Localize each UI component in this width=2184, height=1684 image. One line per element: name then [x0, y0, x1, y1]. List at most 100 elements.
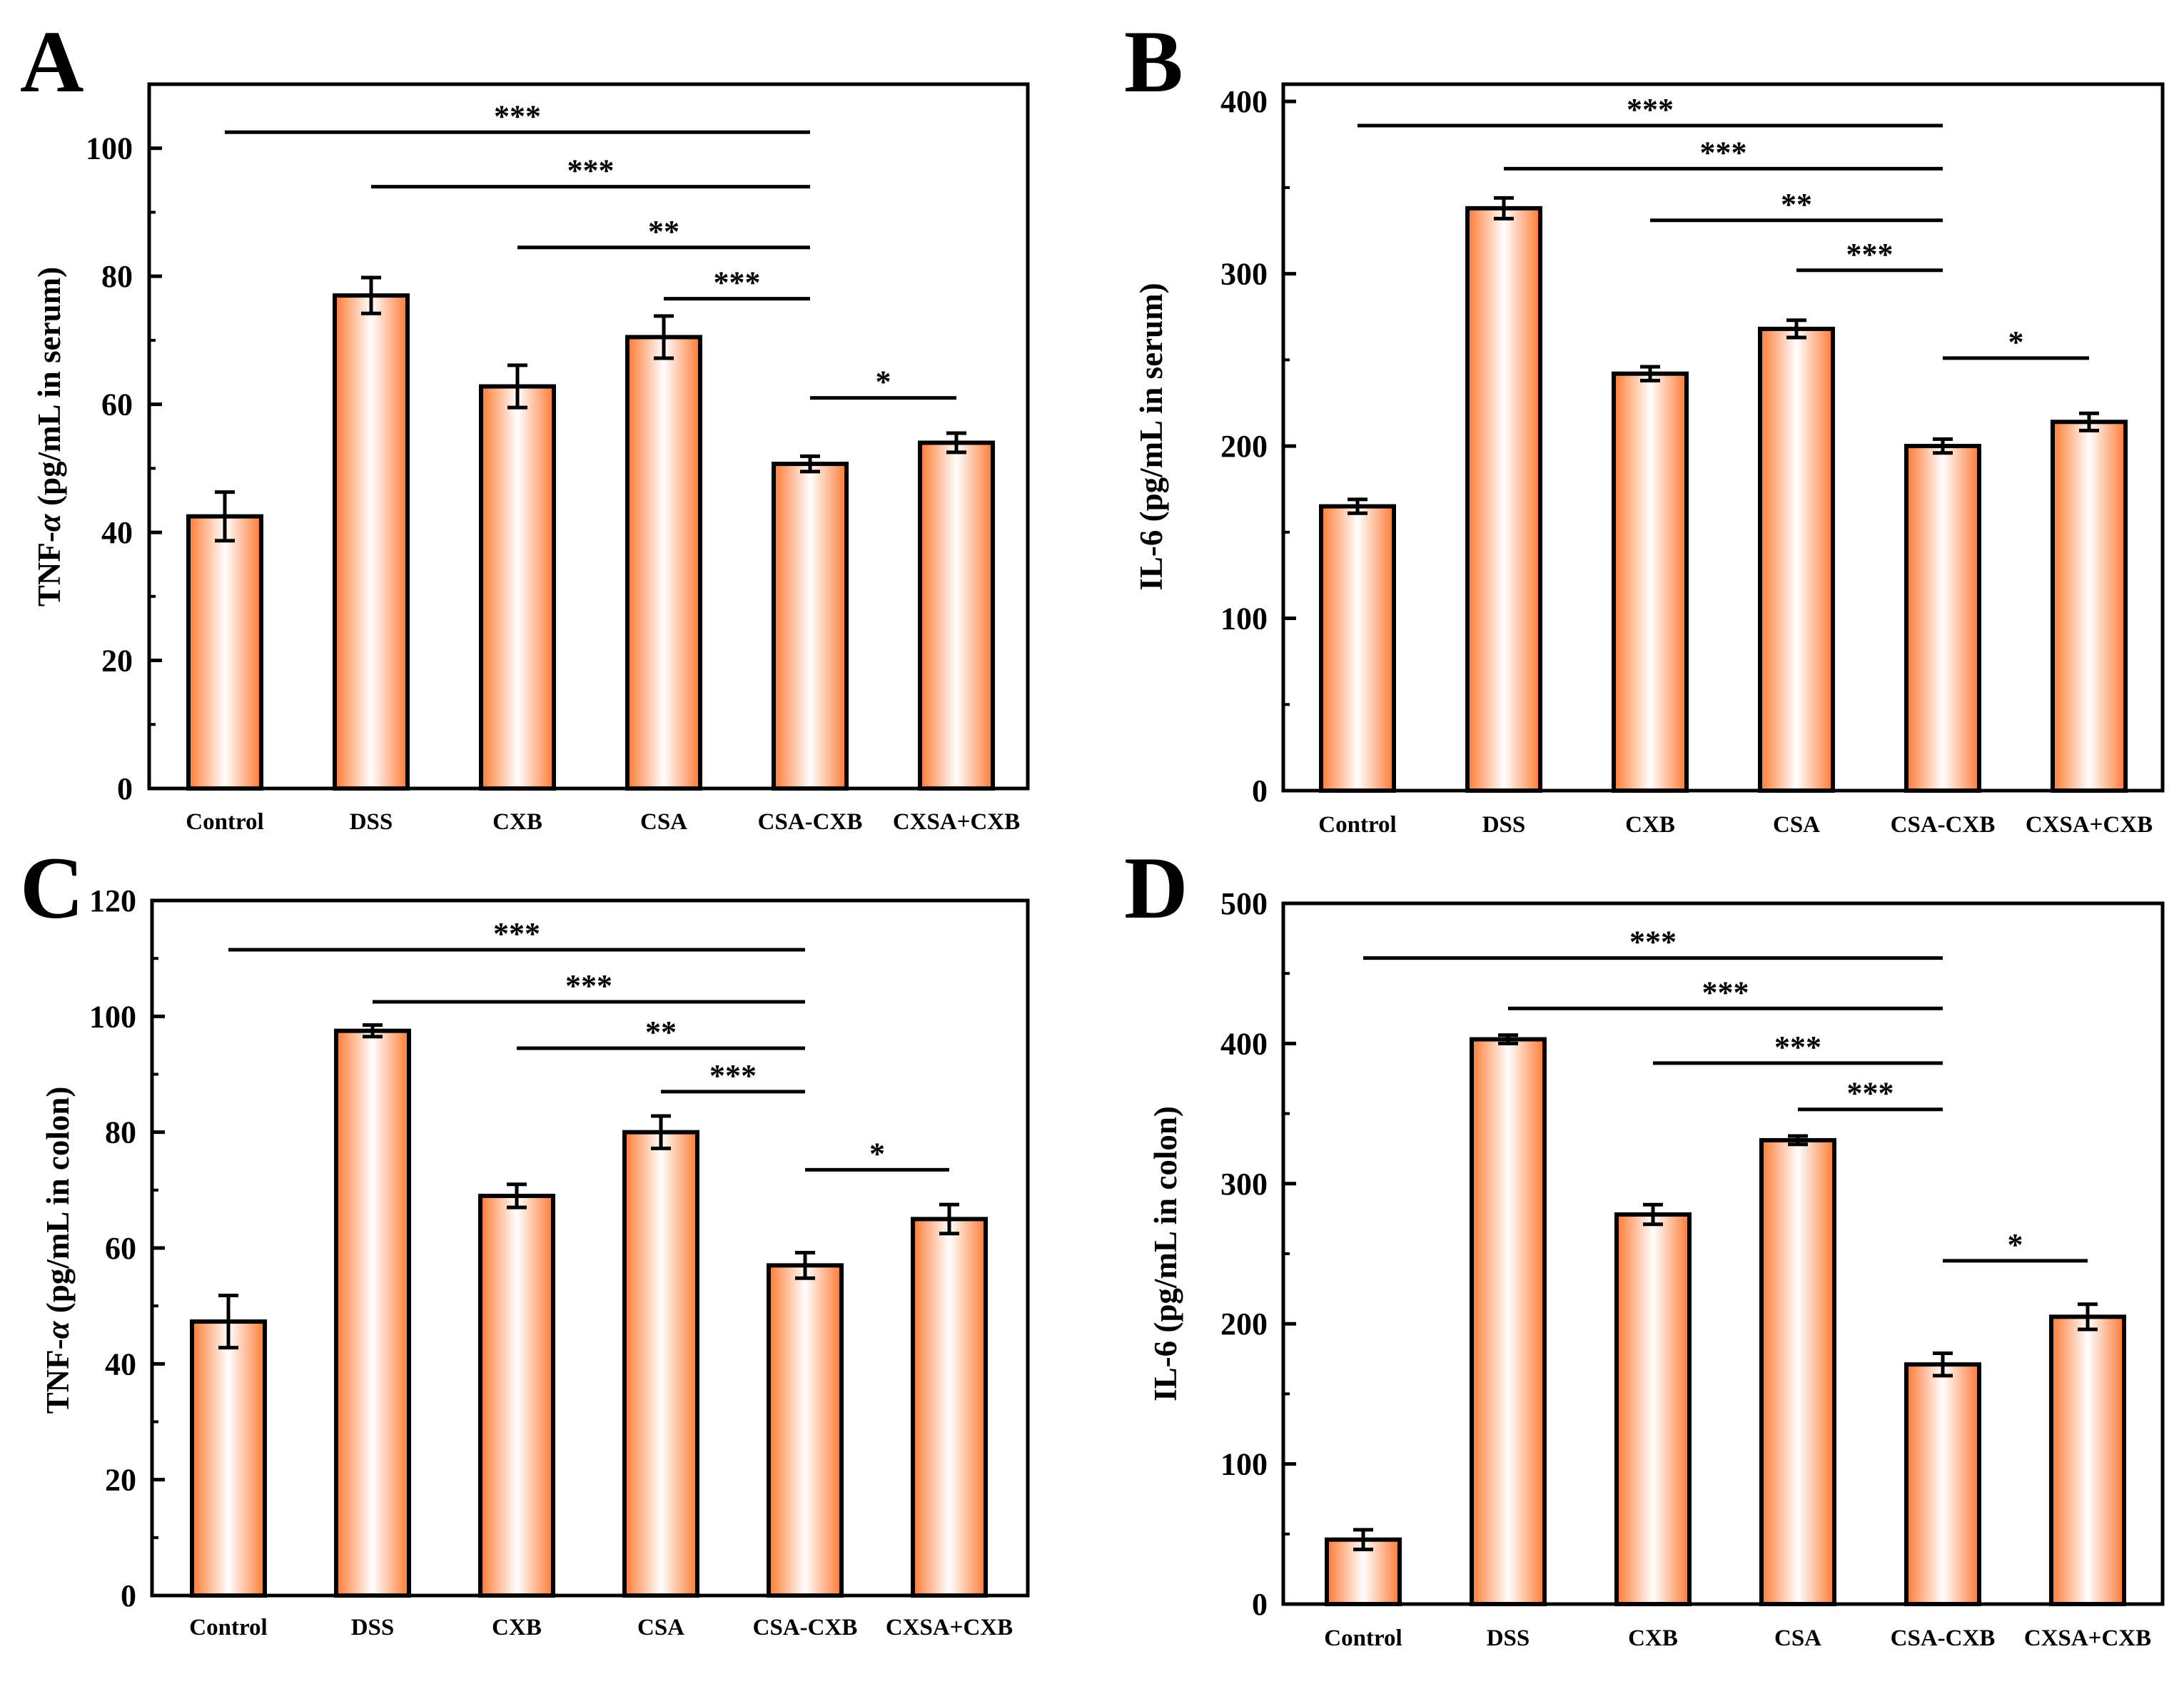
x-category-label: Control	[186, 809, 263, 835]
y-tick-label: 500	[1220, 886, 1268, 921]
y-tick-label: 0	[121, 1578, 136, 1613]
significance-label: **	[645, 1015, 677, 1050]
significance-label: ***	[709, 1058, 757, 1093]
significance-label: *	[869, 1136, 885, 1171]
panel-c: C 0 20 40 60 80 100 120 Control DSS CXB CSA CSA-CXB…	[20, 839, 1030, 1640]
bar	[1759, 1137, 1836, 1606]
significance-label: ***	[714, 265, 761, 300]
significance-label: *	[876, 365, 891, 400]
bar	[1470, 1037, 1547, 1607]
bar	[1319, 504, 1396, 793]
panel-letter-b: B	[1124, 13, 1183, 111]
significance-label: ***	[1627, 92, 1674, 127]
plot-area-b: 0 100 200 300 400 Control DSS CXB CSA CSA-CXB CXSA…	[1220, 84, 2153, 838]
plot-area-a: 0 20 40 60 80 100 Control DSS CXB CSA CSA-CXB CXSA+…	[86, 83, 1020, 835]
x-category-label: CXB	[1628, 1625, 1678, 1651]
plot-frame-c	[150, 898, 1030, 1598]
x-category-label: CXSA+CXB	[886, 1615, 1013, 1640]
significance-label: ***	[494, 98, 541, 133]
plot-frame-b	[1281, 82, 2165, 793]
y-tick-label: 100	[89, 999, 136, 1034]
bar	[186, 514, 263, 791]
significance-label: ***	[565, 968, 612, 1003]
bar	[333, 293, 410, 791]
bar	[918, 440, 995, 791]
x-category-label: Control	[189, 1615, 267, 1640]
bar	[334, 1028, 411, 1598]
y-tick-label: 100	[1220, 1447, 1268, 1482]
significance-label: ***	[1700, 135, 1747, 170]
y-tick-label: 40	[105, 1346, 136, 1381]
x-category-label: CSA-CXB	[758, 809, 863, 835]
x-category-label: DSS	[1482, 812, 1526, 838]
x-category-label: CSA	[637, 1615, 684, 1640]
significance-label: ***	[1774, 1030, 1821, 1065]
bar	[625, 335, 702, 791]
y-tick-label: 20	[105, 1463, 136, 1498]
bar	[190, 1319, 267, 1598]
y-tick-label: 100	[86, 131, 133, 166]
plot-area-d: 0 100 200 300 400 500 Control DSS CXB CSA CSA-CXB C…	[1220, 886, 2151, 1651]
y-tick-label: 100	[1220, 602, 1268, 636]
x-category-label: CSA	[1773, 812, 1820, 838]
y-tick-label: 200	[1220, 1307, 1268, 1341]
significance-label: ***	[1846, 237, 1894, 272]
x-category-label: CSA	[1774, 1625, 1821, 1651]
x-category-label: CXB	[492, 809, 542, 835]
plot-frame-a	[147, 82, 1030, 791]
bar	[1614, 1212, 1692, 1607]
bar	[1758, 326, 1835, 793]
y-tick-label: 120	[89, 883, 136, 918]
y-tick-label: 20	[101, 644, 133, 679]
significance-label: *	[2008, 325, 2024, 360]
bar	[1904, 1362, 1981, 1606]
significance-label: ***	[1629, 925, 1677, 960]
bar	[772, 462, 849, 791]
panel-b: B 0 100 200 300 400 Control DSS CXB CSA CSA-CXB CX…	[1124, 13, 2165, 838]
y-axis-title-a: TNF-α (pg/mL in serum)	[31, 267, 67, 607]
x-category-label: CXSA+CXB	[2026, 812, 2153, 838]
y-tick-label: 400	[1220, 1026, 1268, 1061]
x-category-label: DSS	[351, 1615, 395, 1640]
y-tick-label: 0	[1252, 773, 1268, 808]
y-tick-label: 300	[1220, 257, 1268, 292]
significance-label: ***	[1702, 975, 1749, 1010]
significance-label: ***	[1847, 1076, 1894, 1111]
y-tick-label: 200	[1220, 429, 1268, 464]
bar	[2049, 1314, 2126, 1606]
x-category-label: DSS	[1487, 1625, 1530, 1651]
y-tick-label: 60	[101, 387, 133, 422]
x-category-label: CXB	[1625, 812, 1675, 838]
y-axis-title-c: TNF-α (pg/mL in colon)	[40, 1087, 76, 1414]
significance-label: ***	[493, 916, 540, 951]
x-category-label: CXSA+CXB	[893, 809, 1020, 835]
y-tick-label: 300	[1220, 1167, 1268, 1202]
y-axis-title-d: IL-6 (pg/mL in colon)	[1148, 1106, 1183, 1401]
bar	[767, 1263, 844, 1598]
x-category-label: CSA-CXB	[1891, 812, 1996, 838]
y-tick-label: 0	[1252, 1587, 1268, 1622]
x-category-label: DSS	[350, 809, 393, 835]
bar	[478, 1193, 555, 1598]
x-category-label: CSA	[640, 809, 687, 835]
y-tick-label: 80	[105, 1115, 136, 1150]
significance-label: **	[1781, 187, 1812, 222]
bar	[2051, 420, 2128, 793]
x-category-label: CXSA+CXB	[2024, 1625, 2151, 1651]
panel-d: D 0 100 200 300 400 500 Control DSS CXB CSA CSA-CX…	[1124, 839, 2165, 1651]
y-tick-label: 0	[117, 771, 133, 806]
bar	[911, 1217, 988, 1598]
panel-letter-a: A	[20, 13, 84, 111]
significance-label: **	[648, 214, 679, 249]
bar	[479, 384, 556, 791]
bar	[1904, 444, 1981, 793]
x-category-label: Control	[1318, 812, 1396, 838]
y-tick-label: 40	[101, 515, 133, 550]
y-axis-title-b: IL-6 (pg/mL in serum)	[1133, 283, 1169, 590]
plot-area-c: 0 20 40 60 80 100 120 Control DSS CXB CSA CSA-CXB CX…	[89, 883, 1013, 1640]
x-category-label: Control	[1324, 1625, 1402, 1651]
panel-letter-c: C	[20, 839, 84, 937]
panel-letter-d: D	[1124, 839, 1188, 937]
y-tick-label: 400	[1220, 84, 1268, 119]
